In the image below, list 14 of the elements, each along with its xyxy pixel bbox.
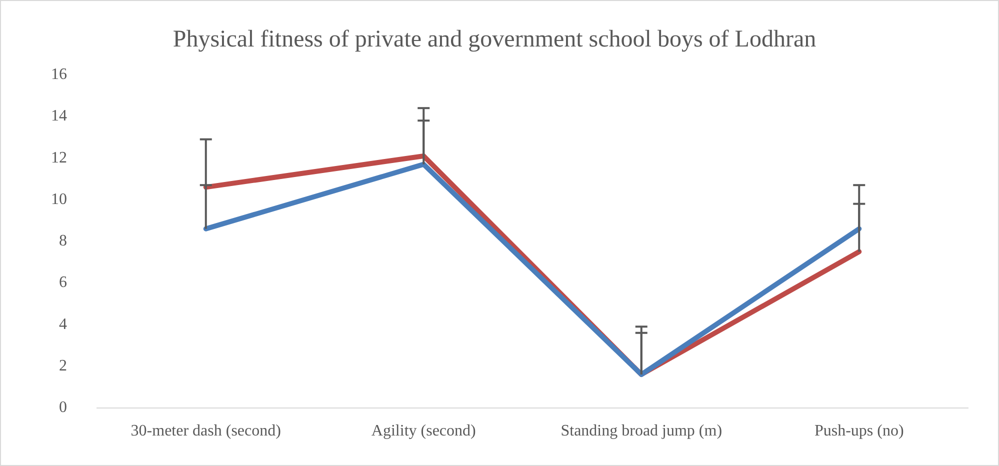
x-tick-label: 30-meter dash (second) — [130, 422, 281, 440]
y-tick-label: 6 — [59, 274, 67, 292]
y-tick-label: 2 — [59, 357, 67, 374]
y-tick-label: 16 — [51, 66, 67, 84]
y-tick-label: 12 — [51, 149, 67, 166]
y-tick-label: 4 — [59, 316, 67, 333]
x-tick-label: Agility (second) — [371, 422, 476, 440]
x-tick-label: Standing broad jump (m) — [560, 422, 722, 440]
chart-title: Physical fitness of private and government school boys of Lodhran — [172, 26, 816, 53]
y-tick-label: 0 — [59, 399, 67, 416]
y-tick-label: 14 — [51, 108, 67, 125]
y-tick-label: 8 — [59, 232, 67, 250]
y-tick-label: 10 — [51, 190, 67, 208]
x-tick-label: Push-ups (no) — [814, 422, 904, 440]
